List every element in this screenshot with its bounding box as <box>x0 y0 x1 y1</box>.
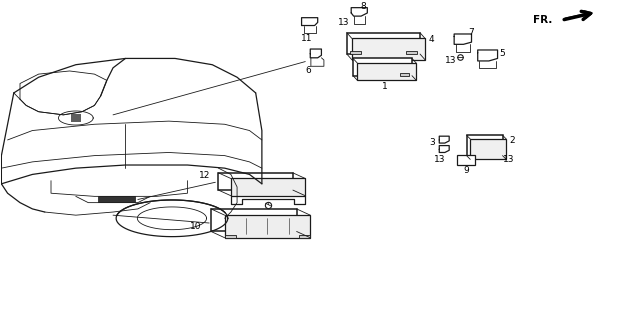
Bar <box>406 51 417 54</box>
Text: 3: 3 <box>430 138 435 147</box>
Bar <box>467 135 503 156</box>
Text: 2: 2 <box>510 136 515 145</box>
Bar <box>71 114 81 122</box>
Bar <box>350 51 361 54</box>
Bar <box>299 235 310 238</box>
Text: 13: 13 <box>434 155 445 164</box>
Text: 9: 9 <box>463 166 469 175</box>
Text: 13: 13 <box>445 56 456 66</box>
Text: 13: 13 <box>338 18 350 27</box>
Text: 8: 8 <box>360 2 366 11</box>
Text: 5: 5 <box>500 49 505 58</box>
Bar <box>211 209 297 231</box>
Text: 11: 11 <box>302 34 313 43</box>
Bar <box>98 196 135 202</box>
Bar <box>358 63 416 80</box>
Text: 1: 1 <box>382 82 388 91</box>
Text: 12: 12 <box>199 171 211 180</box>
Bar <box>347 33 420 54</box>
Text: 7: 7 <box>468 28 474 37</box>
Text: 10: 10 <box>191 222 202 231</box>
Bar <box>352 38 425 60</box>
Bar <box>457 155 475 165</box>
Bar <box>353 59 412 76</box>
Text: 13: 13 <box>503 155 515 164</box>
Bar <box>225 215 310 238</box>
Bar <box>219 173 293 190</box>
Bar <box>470 139 506 159</box>
Text: FR.: FR. <box>533 15 552 25</box>
Bar <box>399 73 409 76</box>
Bar <box>225 235 236 238</box>
Text: 4: 4 <box>429 36 434 44</box>
Text: 6: 6 <box>305 66 311 75</box>
Bar <box>231 179 305 196</box>
